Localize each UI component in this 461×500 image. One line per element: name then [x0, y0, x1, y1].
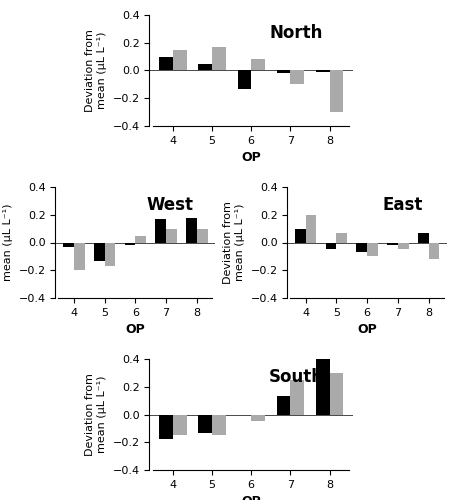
Bar	[306, 215, 316, 242]
Bar	[173, 414, 187, 436]
Bar	[74, 242, 84, 270]
Bar	[277, 70, 290, 74]
Bar	[173, 50, 187, 70]
Bar	[237, 70, 251, 88]
Bar	[155, 219, 166, 242]
X-axis label: OP: OP	[242, 496, 261, 500]
Bar	[212, 414, 226, 436]
Bar	[135, 236, 146, 242]
Bar	[251, 414, 265, 422]
Bar	[105, 242, 115, 266]
X-axis label: OP: OP	[125, 324, 145, 336]
Bar	[295, 228, 306, 242]
Bar	[337, 233, 347, 242]
Bar	[316, 70, 330, 72]
Text: South: South	[269, 368, 324, 386]
Bar	[186, 218, 197, 242]
Bar	[159, 56, 173, 70]
Bar	[277, 396, 290, 414]
Text: North: North	[269, 24, 323, 42]
Y-axis label: Deviation from
mean (μL L⁻¹): Deviation from mean (μL L⁻¹)	[223, 201, 245, 284]
Bar	[356, 242, 367, 252]
Text: East: East	[382, 196, 423, 214]
Y-axis label: Deviation from
mean (μL L⁻¹): Deviation from mean (μL L⁻¹)	[85, 373, 107, 456]
Bar	[290, 70, 304, 85]
Bar	[159, 414, 173, 440]
Bar	[398, 242, 409, 250]
Bar	[316, 355, 330, 414]
Bar	[166, 228, 177, 242]
Bar	[198, 64, 212, 70]
Bar	[418, 233, 429, 242]
Bar	[330, 70, 343, 112]
Bar	[212, 47, 226, 70]
Y-axis label: Deviation from
mean (μL L⁻¹): Deviation from mean (μL L⁻¹)	[0, 201, 13, 284]
Bar	[429, 242, 439, 259]
Y-axis label: Deviation from
mean (μL L⁻¹): Deviation from mean (μL L⁻¹)	[85, 29, 107, 112]
Bar	[251, 60, 265, 70]
Bar	[94, 242, 105, 260]
Text: West: West	[147, 196, 194, 214]
Bar	[367, 242, 378, 256]
Bar	[198, 414, 212, 432]
X-axis label: OP: OP	[357, 324, 377, 336]
Bar	[197, 228, 207, 242]
Bar	[325, 242, 337, 250]
Bar	[63, 242, 74, 246]
Bar	[330, 373, 343, 414]
X-axis label: OP: OP	[242, 152, 261, 164]
Bar	[124, 242, 135, 246]
Bar	[387, 242, 398, 246]
Bar	[290, 380, 304, 414]
